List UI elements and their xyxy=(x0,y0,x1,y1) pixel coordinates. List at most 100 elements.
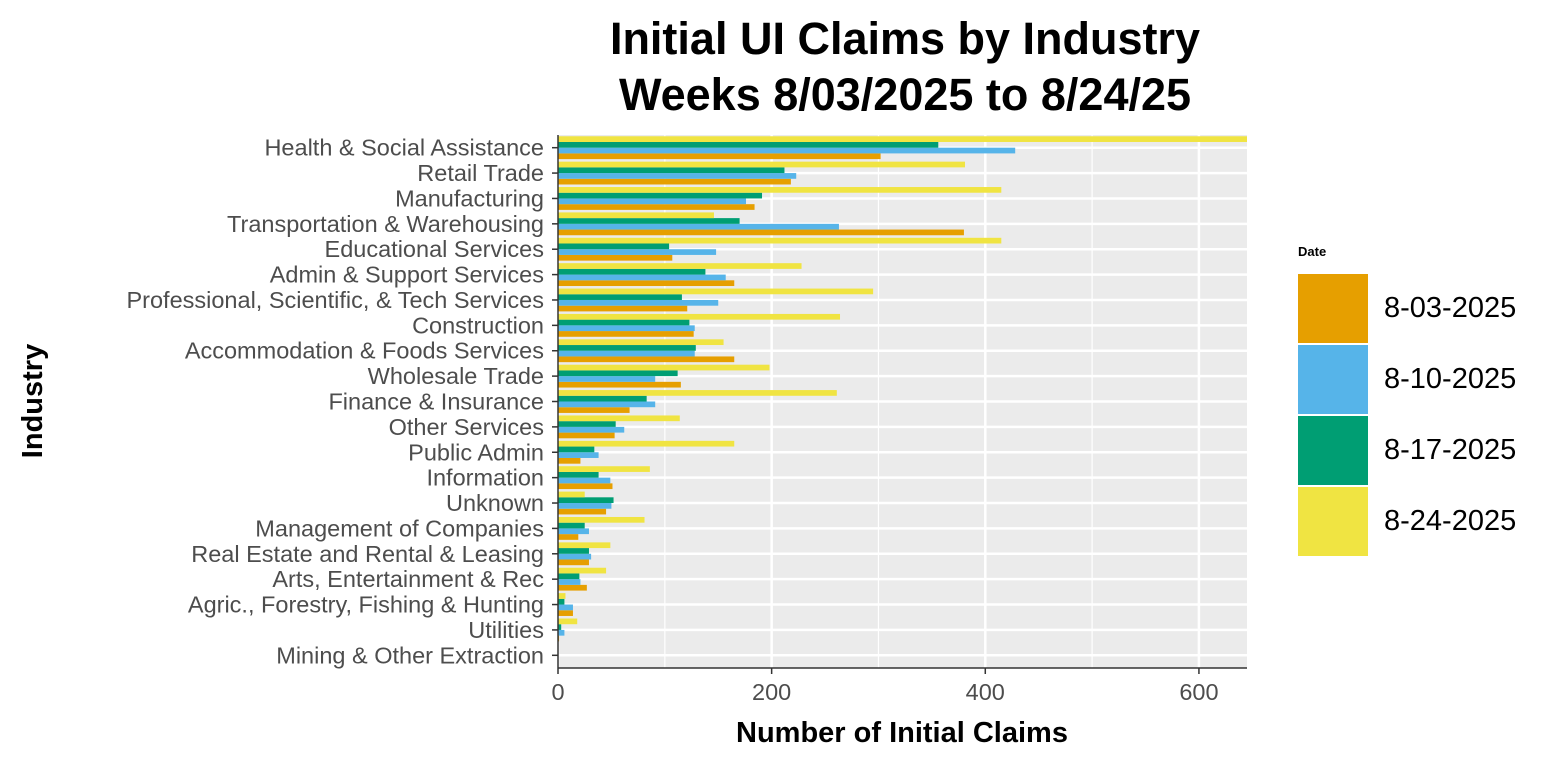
bar-8-10-2025-5 xyxy=(558,274,726,281)
bar-8-10-2025-18 xyxy=(558,604,573,611)
bar-8-03-2025-13 xyxy=(558,483,613,490)
bar-8-10-2025-4 xyxy=(558,249,717,255)
bar-8-24-2025-2 xyxy=(558,187,1002,193)
bar-8-03-2025-0 xyxy=(558,153,881,160)
bar-8-24-2025-5 xyxy=(558,263,802,269)
bar-8-24-2025-9 xyxy=(558,364,770,371)
y-tick-label: Finance & Insurance xyxy=(328,389,544,415)
y-tick-label: Mining & Other Extraction xyxy=(276,642,544,668)
bar-8-03-2025-7 xyxy=(558,331,694,337)
bar-8-10-2025-14 xyxy=(558,503,612,509)
bar-8-17-2025-4 xyxy=(558,243,670,250)
bar-8-03-2025-3 xyxy=(558,229,964,236)
bar-8-10-2025-13 xyxy=(558,477,611,484)
legend-item: 8-03-2025 xyxy=(1298,273,1548,344)
bar-8-17-2025-8 xyxy=(558,345,696,351)
bar-8-17-2025-1 xyxy=(558,167,785,174)
x-axis-label: Number of Initial Claims xyxy=(736,717,1068,749)
bar-8-03-2025-1 xyxy=(558,178,791,185)
y-tick-label: Transportation & Warehousing xyxy=(227,211,544,237)
legend-item: 8-24-2025 xyxy=(1298,486,1548,557)
legend-label: 8-17-2025 xyxy=(1384,434,1517,466)
y-tick-label: Agric., Forestry, Fishing & Hunting xyxy=(188,592,544,618)
bar-8-24-2025-17 xyxy=(558,567,607,574)
bar-8-24-2025-7 xyxy=(558,313,841,320)
bar-8-03-2025-12 xyxy=(558,457,581,464)
x-tick-label: 600 xyxy=(1179,679,1218,705)
bar-8-24-2025-12 xyxy=(558,440,735,447)
bar-8-10-2025-11 xyxy=(558,426,625,433)
bar-8-17-2025-7 xyxy=(558,319,690,326)
bar-8-24-2025-16 xyxy=(558,542,611,549)
legend-label: 8-10-2025 xyxy=(1384,363,1517,395)
bar-8-10-2025-16 xyxy=(558,553,592,560)
bar-8-17-2025-5 xyxy=(558,268,706,275)
y-tick-label: Other Services xyxy=(389,414,544,440)
bar-8-17-2025-15 xyxy=(558,522,585,529)
bar-8-24-2025-1 xyxy=(558,161,965,168)
bar-8-10-2025-7 xyxy=(558,325,695,332)
y-tick-label: Information xyxy=(426,465,544,491)
bar-8-10-2025-8 xyxy=(558,350,695,357)
legend-label: 8-03-2025 xyxy=(1384,292,1517,324)
y-tick-label: Professional, Scientific, & Tech Service… xyxy=(126,287,544,313)
bar-8-03-2025-2 xyxy=(558,204,755,210)
bar-8-24-2025-11 xyxy=(558,415,680,422)
bar-8-24-2025-0 xyxy=(558,136,1247,142)
bar-8-24-2025-15 xyxy=(558,516,645,523)
bar-8-17-2025-18 xyxy=(558,598,565,605)
x-tick-label: 200 xyxy=(752,679,791,705)
bar-8-17-2025-17 xyxy=(558,573,580,580)
legend-swatch xyxy=(1298,274,1368,343)
bar-8-17-2025-12 xyxy=(558,446,595,453)
legend-title: Date xyxy=(1298,244,1327,259)
bar-8-03-2025-4 xyxy=(558,254,673,261)
y-tick-label: Management of Companies xyxy=(255,515,544,541)
bar-8-10-2025-1 xyxy=(558,173,797,179)
y-tick-label: Utilities xyxy=(468,617,544,643)
bar-8-03-2025-14 xyxy=(558,508,607,515)
bar-8-10-2025-19 xyxy=(558,629,565,636)
bar-8-03-2025-16 xyxy=(558,559,589,566)
bar-8-24-2025-4 xyxy=(558,237,1002,244)
y-tick-label: Manufacturing xyxy=(395,185,544,211)
bar-8-24-2025-3 xyxy=(558,212,714,219)
y-axis-label: Industry xyxy=(17,344,49,458)
bar-8-17-2025-9 xyxy=(558,370,678,377)
bar-8-03-2025-17 xyxy=(558,584,587,591)
bar-8-17-2025-13 xyxy=(558,471,599,478)
bar-8-10-2025-12 xyxy=(558,452,599,458)
bar-8-24-2025-8 xyxy=(558,339,724,346)
y-tick-label: Wholesale Trade xyxy=(368,363,544,389)
bar-8-03-2025-9 xyxy=(558,381,681,388)
bar-8-10-2025-9 xyxy=(558,376,656,382)
y-tick-label: Real Estate and Rental & Leasing xyxy=(191,541,544,567)
y-tick-label: Retail Trade xyxy=(417,160,544,186)
legend-item: 8-10-2025 xyxy=(1298,344,1548,415)
legend-items: 8-03-2025 8-10-2025 8-17-2025 8-24-2025 xyxy=(1298,273,1548,557)
x-tick-label: 400 xyxy=(966,679,1005,705)
legend-swatch xyxy=(1298,487,1368,556)
bar-8-17-2025-0 xyxy=(558,141,939,148)
bar-8-03-2025-6 xyxy=(558,305,688,312)
bar-8-10-2025-10 xyxy=(558,401,656,408)
bar-8-10-2025-0 xyxy=(558,147,1016,154)
bar-8-24-2025-10 xyxy=(558,390,837,396)
bar-8-17-2025-16 xyxy=(558,548,589,554)
chart-title-line-1: Initial UI Claims by Industry xyxy=(609,13,1201,64)
bars-layer xyxy=(558,136,1247,642)
chart-title-line-2: Weeks 8/03/2025 to 8/24/25 xyxy=(618,69,1192,120)
bar-8-10-2025-15 xyxy=(558,528,589,535)
bar-8-17-2025-11 xyxy=(558,421,616,427)
bar-8-10-2025-2 xyxy=(558,198,747,205)
y-tick-label: Accommodation & Foods Services xyxy=(185,338,544,364)
y-tick-label: Admin & Support Services xyxy=(270,262,544,288)
bar-8-24-2025-18 xyxy=(558,593,566,599)
bar-8-24-2025-14 xyxy=(558,491,585,498)
legend: Date 8-03-2025 8-10-2025 8-17-2025 8-24-202… xyxy=(1298,244,1548,557)
bar-8-17-2025-10 xyxy=(558,395,647,402)
bar-8-03-2025-5 xyxy=(558,280,735,287)
bar-8-17-2025-19 xyxy=(558,624,562,630)
